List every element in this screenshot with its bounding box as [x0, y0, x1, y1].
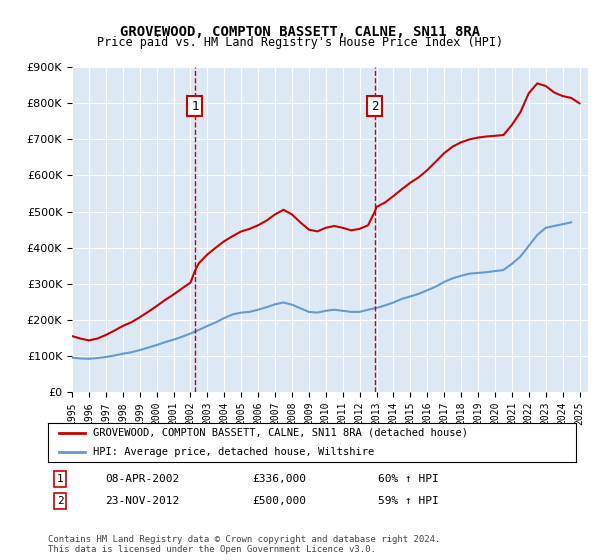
Text: 1: 1 [56, 474, 64, 484]
Text: 59% ↑ HPI: 59% ↑ HPI [378, 496, 439, 506]
Text: 23-NOV-2012: 23-NOV-2012 [105, 496, 179, 506]
Text: £500,000: £500,000 [252, 496, 306, 506]
Text: Contains HM Land Registry data © Crown copyright and database right 2024.
This d: Contains HM Land Registry data © Crown c… [48, 535, 440, 554]
Text: 60% ↑ HPI: 60% ↑ HPI [378, 474, 439, 484]
Text: 1: 1 [191, 100, 199, 113]
Text: GROVEWOOD, COMPTON BASSETT, CALNE, SN11 8RA (detached house): GROVEWOOD, COMPTON BASSETT, CALNE, SN11 … [93, 428, 468, 437]
Text: 08-APR-2002: 08-APR-2002 [105, 474, 179, 484]
Text: GROVEWOOD, COMPTON BASSETT, CALNE, SN11 8RA: GROVEWOOD, COMPTON BASSETT, CALNE, SN11 … [120, 25, 480, 39]
Text: Price paid vs. HM Land Registry's House Price Index (HPI): Price paid vs. HM Land Registry's House … [97, 36, 503, 49]
Text: HPI: Average price, detached house, Wiltshire: HPI: Average price, detached house, Wilt… [93, 447, 374, 457]
Text: 2: 2 [371, 100, 379, 113]
Text: £336,000: £336,000 [252, 474, 306, 484]
Text: 2: 2 [56, 496, 64, 506]
